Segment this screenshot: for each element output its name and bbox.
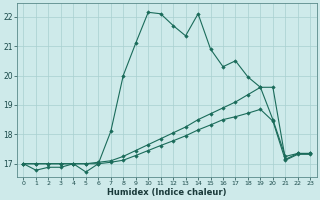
X-axis label: Humidex (Indice chaleur): Humidex (Indice chaleur)	[107, 188, 227, 197]
